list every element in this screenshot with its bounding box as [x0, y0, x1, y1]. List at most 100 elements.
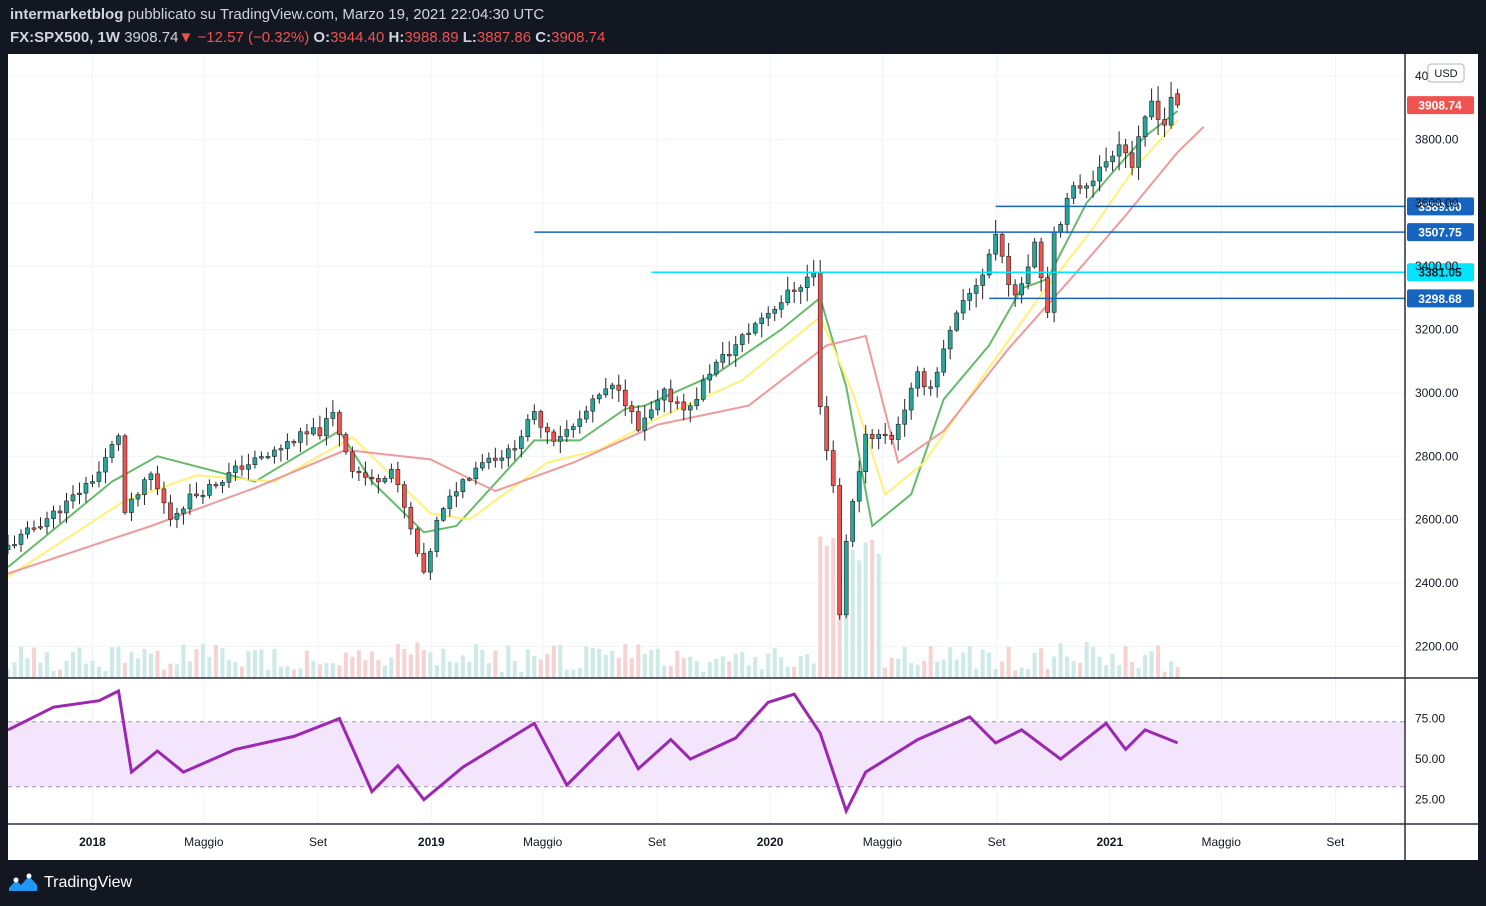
symbol-label[interactable]: FX:SPX500, 1W	[10, 29, 121, 46]
volume-bar	[324, 662, 329, 678]
candle-body	[557, 436, 563, 442]
volume-bar	[805, 653, 810, 678]
candle-body	[1025, 266, 1031, 285]
volume-bar	[564, 669, 569, 678]
candle-body	[395, 469, 401, 486]
open-value: 3944.40	[330, 29, 385, 46]
volume-bar	[96, 666, 101, 678]
candle-body	[674, 401, 680, 404]
volume-bar	[350, 656, 355, 678]
candle-body	[1103, 161, 1109, 168]
candle-body	[1123, 144, 1128, 154]
tradingview-brand[interactable]: TradingView	[44, 874, 133, 891]
volume-bar	[233, 661, 238, 678]
published-text: pubblicato su TradingView.com, Marzo 19,…	[127, 6, 545, 23]
candle-body	[882, 433, 888, 437]
volume-bar	[259, 649, 264, 678]
candle-body	[733, 344, 739, 356]
candle-body	[941, 348, 946, 373]
volume-bar	[915, 664, 920, 678]
volume-bar	[1078, 662, 1083, 678]
volume-bar	[382, 665, 387, 678]
candle-body	[1155, 100, 1161, 120]
volume-bar	[77, 647, 82, 678]
candle-body	[18, 533, 24, 545]
volume-bar	[785, 666, 790, 678]
price-tag-label: 3589.00	[1418, 200, 1462, 214]
volume-bar	[675, 650, 680, 678]
price-tick-label: 2400.00	[1415, 576, 1459, 590]
time-tick-label: Maggio	[523, 835, 563, 849]
volume-bar	[1026, 669, 1031, 678]
candle-body	[447, 495, 453, 509]
volume-bar	[694, 660, 699, 678]
volume-bar	[1058, 643, 1063, 678]
candle-body	[915, 371, 920, 389]
close-label: C:	[535, 29, 552, 46]
time-tick-label: 2020	[757, 835, 784, 849]
candle-body	[408, 506, 414, 530]
volume-bar	[987, 652, 992, 678]
candle-body	[181, 508, 186, 514]
volume-bar	[44, 652, 50, 678]
volume-bar	[772, 648, 777, 678]
volume-bar	[187, 661, 192, 678]
time-tick-label: 2018	[79, 835, 106, 849]
volume-bar	[623, 643, 628, 678]
volume-bar	[441, 648, 446, 678]
volume-bar	[285, 666, 290, 678]
candle-body	[31, 527, 37, 530]
candle-body	[648, 409, 654, 419]
volume-bar	[194, 649, 199, 678]
volume-bar	[746, 665, 751, 678]
candle-body	[564, 429, 570, 437]
rsi-pane[interactable]	[7, 677, 1478, 815]
volume-bar	[5, 668, 11, 678]
candle-body	[519, 436, 524, 449]
candle-body	[239, 465, 245, 470]
candle-body	[486, 457, 492, 463]
candle-body	[200, 495, 206, 498]
volume-bar	[1143, 655, 1148, 678]
candle-body	[811, 272, 817, 278]
volume-bar	[1000, 661, 1005, 678]
horizontal-levels[interactable]: 3908.74 3589.00 3507.75 3381.05 3298.68	[534, 96, 1474, 308]
volume-bar	[122, 662, 127, 678]
candle-body	[343, 434, 349, 453]
volume-bar	[376, 659, 381, 678]
candle-body	[583, 410, 589, 420]
candle-body	[785, 289, 791, 303]
candle-body	[148, 473, 154, 481]
author-name[interactable]: intermarketblog	[10, 6, 124, 23]
volume-bar	[824, 545, 829, 678]
candle-body	[44, 518, 50, 527]
volume-bar	[727, 661, 732, 678]
volume-bar	[948, 647, 953, 678]
volume-bar	[142, 648, 147, 678]
volume-bar	[460, 655, 465, 678]
volume-bar	[220, 648, 225, 678]
candle-body	[603, 388, 609, 396]
volume-bar	[1039, 648, 1044, 678]
candle-body	[57, 510, 63, 514]
price-tag-label: 3298.68	[1418, 292, 1462, 306]
volume-bar	[1136, 668, 1141, 678]
volume-bar	[337, 665, 342, 678]
volume-bar	[265, 669, 270, 678]
time-tick-label: Set	[648, 835, 667, 849]
low-label: L:	[462, 29, 477, 46]
candle-body	[908, 387, 914, 411]
candle-body	[369, 477, 375, 480]
volume-bar	[779, 657, 784, 678]
volume-bar	[961, 652, 966, 678]
volume-bar	[148, 653, 153, 678]
volume-bar	[506, 645, 511, 678]
ma-fast-line	[7, 110, 1179, 568]
volume-bar	[395, 643, 400, 678]
volume-bar	[311, 660, 316, 678]
volume-bar	[707, 661, 712, 678]
volume-bar	[642, 654, 647, 678]
volume-bar	[1091, 646, 1096, 678]
